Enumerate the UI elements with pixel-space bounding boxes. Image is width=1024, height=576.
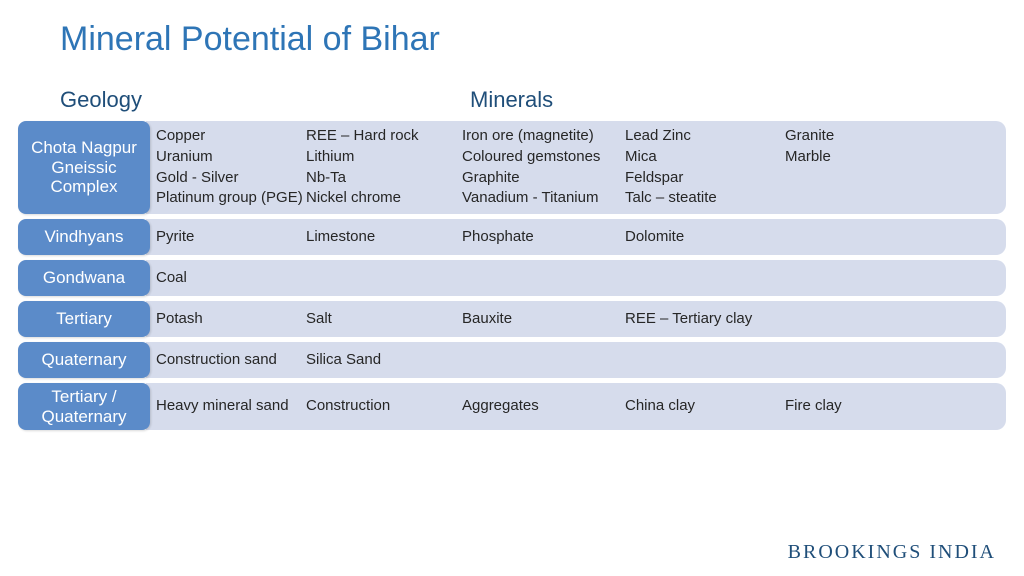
slide-title: Mineral Potential of Bihar: [0, 0, 1024, 59]
mineral-cell: Talc – steatite: [625, 189, 785, 208]
mineral-cell: Mica: [625, 148, 785, 167]
mineral-row-content: CopperREE – Hard rockIron ore (magnetite…: [146, 121, 1006, 214]
mineral-cell: Fire clay: [785, 397, 1002, 416]
mineral-cell: Bauxite: [462, 310, 625, 329]
mineral-cell: Aggregates: [462, 397, 625, 416]
mineral-cell: Salt: [306, 310, 462, 329]
footer-brand: BROOKINGS INDIA: [788, 541, 996, 564]
mineral-cell: [785, 189, 1002, 208]
mineral-cell: Gold - Silver: [156, 169, 306, 188]
mineral-cell: Construction: [306, 397, 462, 416]
mineral-row-content: Construction sandSilica Sand: [146, 342, 1006, 378]
mineral-cell: Lithium: [306, 148, 462, 167]
mineral-cell: [462, 269, 625, 288]
mineral-cell: Platinum group (PGE): [156, 189, 306, 208]
mineral-cell: Silica Sand: [306, 351, 462, 370]
mineral-cell: Construction sand: [156, 351, 306, 370]
mineral-cell: Pyrite: [156, 228, 306, 247]
mineral-cell: Copper: [156, 127, 306, 146]
mineral-cell: Phosphate: [462, 228, 625, 247]
mineral-cell: Nickel chrome: [306, 189, 462, 208]
mineral-cell: Feldspar: [625, 169, 785, 188]
mineral-cell: Limestone: [306, 228, 462, 247]
mineral-cell: Coal: [156, 269, 306, 288]
mineral-cell: Dolomite: [625, 228, 785, 247]
mineral-cell: REE – Tertiary clay: [625, 310, 785, 329]
mineral-cell: Coloured gemstones: [462, 148, 625, 167]
mineral-cell: Uranium: [156, 148, 306, 167]
mineral-cell: [625, 351, 785, 370]
mineral-cell: [785, 351, 1002, 370]
mineral-cell: Potash: [156, 310, 306, 329]
header-geology: Geology: [60, 87, 470, 113]
geology-label: Gondwana: [18, 260, 150, 296]
mineral-cell: [625, 269, 785, 288]
table-row: QuaternaryConstruction sandSilica Sand: [18, 342, 1006, 378]
mineral-cell: Vanadium - Titanium: [462, 189, 625, 208]
mineral-cell: REE – Hard rock: [306, 127, 462, 146]
geology-label: Vindhyans: [18, 219, 150, 255]
mineral-cell: Nb-Ta: [306, 169, 462, 188]
geology-label: Tertiary: [18, 301, 150, 337]
mineral-row-content: Coal: [146, 260, 1006, 296]
mineral-cell: [306, 269, 462, 288]
table-row: Gondwana Coal: [18, 260, 1006, 296]
mineral-row-content: Heavy mineral sandConstructionAggregates…: [146, 383, 1006, 430]
mineral-row-content: PyriteLimestonePhosphateDolomite: [146, 219, 1006, 255]
mineral-row-content: PotashSaltBauxiteREE – Tertiary clay: [146, 301, 1006, 337]
mineral-cell: Iron ore (magnetite): [462, 127, 625, 146]
mineral-cell: [785, 269, 1002, 288]
mineral-cell: [785, 169, 1002, 188]
mineral-cell: Graphite: [462, 169, 625, 188]
mineral-table: Chota Nagpur Gneissic ComplexCopperREE –…: [0, 121, 1024, 430]
header-minerals: Minerals: [470, 87, 553, 113]
geology-label: Tertiary / Quaternary: [18, 383, 150, 430]
mineral-cell: [462, 351, 625, 370]
mineral-cell: Heavy mineral sand: [156, 397, 306, 416]
mineral-cell: China clay: [625, 397, 785, 416]
table-row: VindhyansPyriteLimestonePhosphateDolomit…: [18, 219, 1006, 255]
mineral-cell: [785, 310, 1002, 329]
table-row: TertiaryPotashSaltBauxiteREE – Tertiary …: [18, 301, 1006, 337]
column-headers: Geology Minerals: [0, 59, 1024, 121]
geology-label: Quaternary: [18, 342, 150, 378]
table-row: Tertiary / QuaternaryHeavy mineral sandC…: [18, 383, 1006, 430]
mineral-cell: Lead Zinc: [625, 127, 785, 146]
mineral-cell: [785, 228, 1002, 247]
mineral-cell: Granite: [785, 127, 1002, 146]
mineral-cell: Marble: [785, 148, 1002, 167]
geology-label: Chota Nagpur Gneissic Complex: [18, 121, 150, 214]
table-row: Chota Nagpur Gneissic ComplexCopperREE –…: [18, 121, 1006, 214]
